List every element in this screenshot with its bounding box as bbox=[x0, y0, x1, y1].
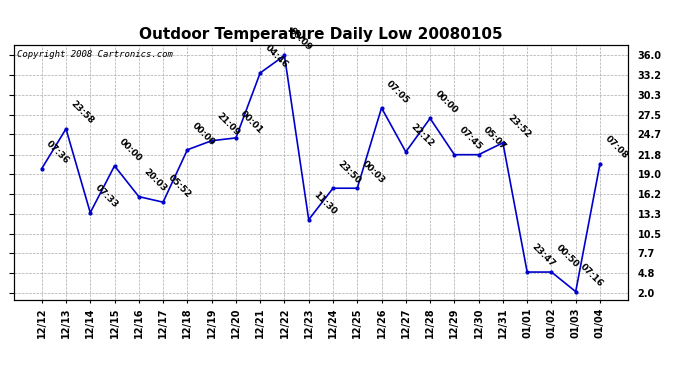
Text: 23:52: 23:52 bbox=[506, 113, 532, 140]
Title: Outdoor Temperature Daily Low 20080105: Outdoor Temperature Daily Low 20080105 bbox=[139, 27, 502, 42]
Text: 07:45: 07:45 bbox=[457, 125, 484, 152]
Text: 23:47: 23:47 bbox=[530, 243, 557, 269]
Text: Copyright 2008 Cartronics.com: Copyright 2008 Cartronics.com bbox=[17, 50, 172, 59]
Text: 07:33: 07:33 bbox=[93, 183, 119, 210]
Text: 07:05: 07:05 bbox=[384, 79, 411, 105]
Text: 00:00: 00:00 bbox=[433, 89, 459, 116]
Text: 00:00: 00:00 bbox=[190, 121, 217, 147]
Text: 11:30: 11:30 bbox=[311, 190, 338, 217]
Text: 20:03: 20:03 bbox=[141, 167, 168, 194]
Text: 21:09: 21:09 bbox=[215, 111, 241, 138]
Text: 00:03: 00:03 bbox=[360, 159, 386, 186]
Text: 22:12: 22:12 bbox=[408, 123, 435, 149]
Text: 00:09: 00:09 bbox=[287, 26, 314, 53]
Text: 00:50: 00:50 bbox=[554, 243, 580, 269]
Text: 23:58: 23:58 bbox=[69, 99, 95, 126]
Text: 05:52: 05:52 bbox=[166, 173, 193, 200]
Text: 07:16: 07:16 bbox=[578, 262, 605, 289]
Text: 07:36: 07:36 bbox=[44, 139, 71, 166]
Text: 00:01: 00:01 bbox=[239, 109, 265, 135]
Text: 07:08: 07:08 bbox=[603, 135, 629, 161]
Text: 05:07: 05:07 bbox=[482, 125, 508, 152]
Text: 23:50: 23:50 bbox=[336, 159, 362, 186]
Text: 00:00: 00:00 bbox=[117, 137, 144, 163]
Text: 04:46: 04:46 bbox=[263, 44, 290, 70]
